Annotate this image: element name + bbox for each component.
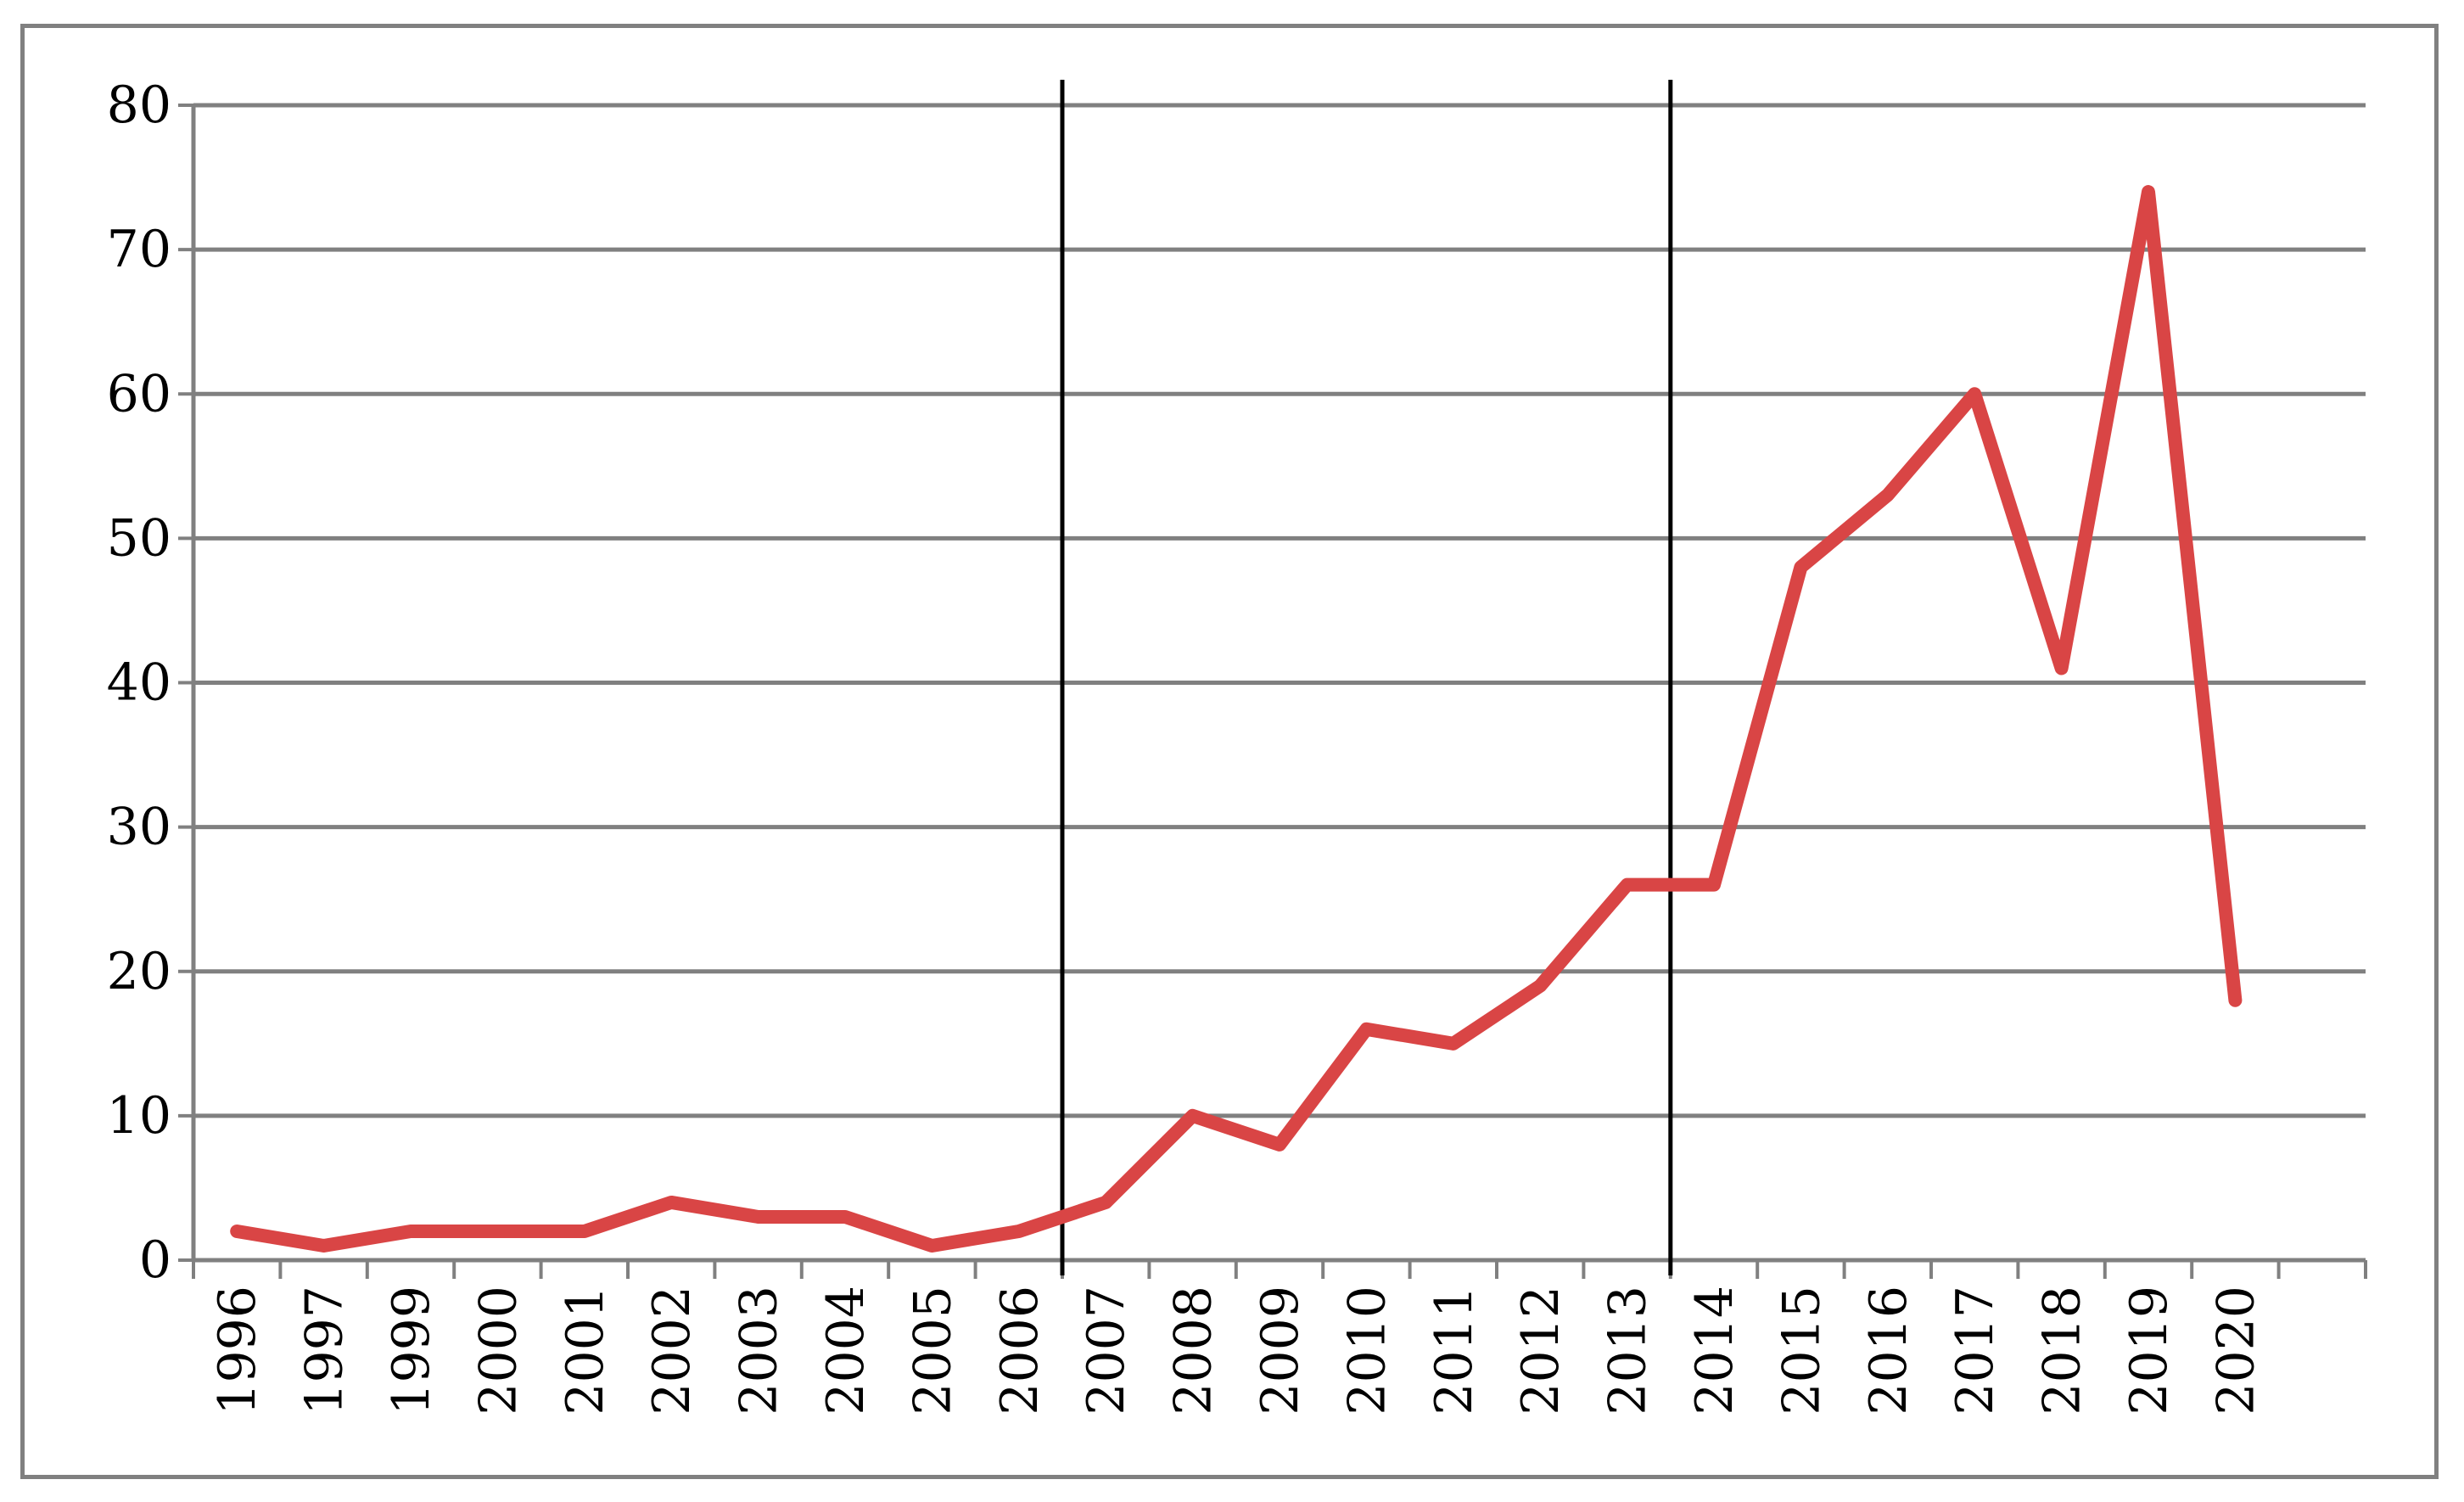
- x-tick-label: 2007: [1077, 1286, 1136, 1415]
- series-line-0: [230, 185, 2243, 1253]
- x-tick-label: 2020: [2206, 1286, 2265, 1415]
- x-tick-label: 2003: [730, 1286, 789, 1415]
- y-tick-label: 10: [107, 1086, 171, 1146]
- x-tick-labels: 1996 1997 1999 2000 2001 2002 2003 2004 2005 2006…: [208, 1286, 2265, 1415]
- gridlines: [193, 103, 2366, 1118]
- x-tick-label: 2006: [990, 1286, 1050, 1415]
- x-tick-label: 2008: [1164, 1286, 1224, 1415]
- x-tick-label: 2015: [1772, 1286, 1831, 1415]
- x-tick-label: 2017: [1946, 1286, 2005, 1415]
- reference-lines: [1060, 80, 1673, 1275]
- x-tick-label: 2011: [1425, 1286, 1484, 1415]
- x-tick-label: 2016: [1859, 1286, 1918, 1415]
- y-tick-label: 80: [107, 76, 171, 135]
- x-tick-label: 2000: [468, 1286, 528, 1415]
- x-tick-label: 2019: [2120, 1286, 2179, 1415]
- series: [230, 185, 2243, 1253]
- x-tick-label: 2001: [556, 1286, 615, 1415]
- x-tick-label: 2012: [1511, 1286, 1571, 1415]
- axes: [178, 104, 2367, 1279]
- y-tick-label: 60: [107, 364, 171, 423]
- y-tick-label: 70: [107, 220, 171, 279]
- chart-frame: 0 10 20 30 40 50 60 70 80 1996 1997 1999 2000 2001 20…: [20, 24, 2439, 1479]
- x-tick-label: 2013: [1599, 1286, 1658, 1415]
- x-tick-label: 2004: [816, 1286, 876, 1415]
- y-tick-label: 40: [107, 653, 171, 713]
- x-tick-label: 2018: [2033, 1286, 2092, 1415]
- x-tick-label: 1996: [208, 1286, 267, 1415]
- x-tick-label: 2014: [1685, 1286, 1744, 1415]
- x-tick-label: 2002: [642, 1286, 702, 1415]
- y-tick-label: 20: [107, 942, 171, 1001]
- y-tick-labels: 0 10 20 30 40 50 60 70 80: [107, 76, 171, 1290]
- x-tick-label: 1997: [295, 1286, 355, 1415]
- x-tick-label: 2005: [903, 1286, 962, 1415]
- x-tick-label: 2010: [1337, 1286, 1397, 1415]
- x-tick-label: 1999: [382, 1286, 441, 1415]
- line-chart: 0 10 20 30 40 50 60 70 80 1996 1997 1999 2000 2001 20…: [107, 76, 2367, 1415]
- y-tick-label: 0: [139, 1230, 171, 1290]
- y-tick-label: 50: [107, 508, 171, 568]
- y-tick-label: 30: [107, 798, 171, 857]
- x-tick-label: 2009: [1251, 1286, 1310, 1415]
